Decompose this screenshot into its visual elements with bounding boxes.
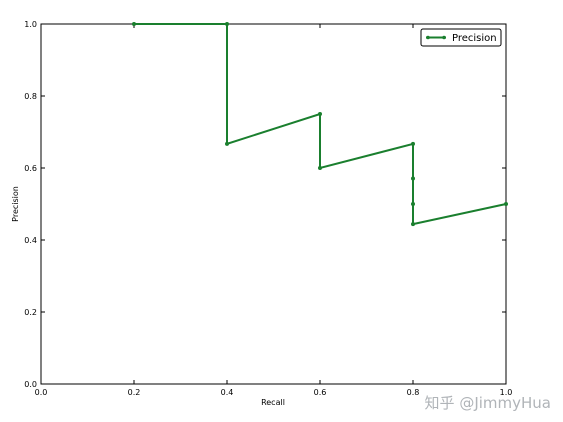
y-tick-label: 0.2 bbox=[24, 308, 37, 317]
x-tick-label: 0.0 bbox=[35, 388, 48, 397]
y-axis: 0.0 0.2 0.4 0.6 0.8 1.0 bbox=[24, 20, 506, 389]
x-tick-label: 0.6 bbox=[314, 388, 327, 397]
legend-label-precision: Precision bbox=[452, 33, 497, 44]
legend-box bbox=[420, 28, 502, 47]
y-axis-title: Precision bbox=[11, 186, 20, 222]
legend: Precision bbox=[420, 28, 502, 47]
y-tick-label: 0.6 bbox=[24, 164, 37, 173]
series-line-precision bbox=[134, 23, 507, 226]
data-point bbox=[132, 22, 136, 26]
legend-swatch-marker bbox=[426, 35, 430, 40]
data-point bbox=[411, 141, 415, 146]
data-point bbox=[411, 176, 415, 181]
data-point bbox=[411, 222, 415, 227]
data-point bbox=[411, 202, 415, 206]
data-point bbox=[504, 202, 508, 206]
y-tick-label: 1.0 bbox=[24, 20, 37, 29]
series-points bbox=[132, 22, 508, 227]
y-tick-label: 0.0 bbox=[24, 380, 37, 389]
x-tick-label: 0.4 bbox=[221, 388, 234, 397]
data-point bbox=[318, 166, 322, 170]
plot-area bbox=[40, 23, 507, 385]
data-point bbox=[318, 112, 322, 116]
x-axis-title: Recall bbox=[261, 398, 285, 407]
x-tick-label: 0.8 bbox=[407, 388, 420, 397]
y-tick-label: 0.8 bbox=[24, 92, 37, 101]
data-point bbox=[225, 22, 229, 26]
legend-swatch-marker bbox=[442, 35, 446, 40]
data-point bbox=[225, 141, 229, 146]
x-tick-label: 0.2 bbox=[128, 388, 141, 397]
watermark: 知乎 @JimmyHua bbox=[425, 394, 551, 412]
x-tick-label: 1.0 bbox=[500, 388, 513, 397]
y-tick-label: 0.4 bbox=[24, 236, 37, 245]
